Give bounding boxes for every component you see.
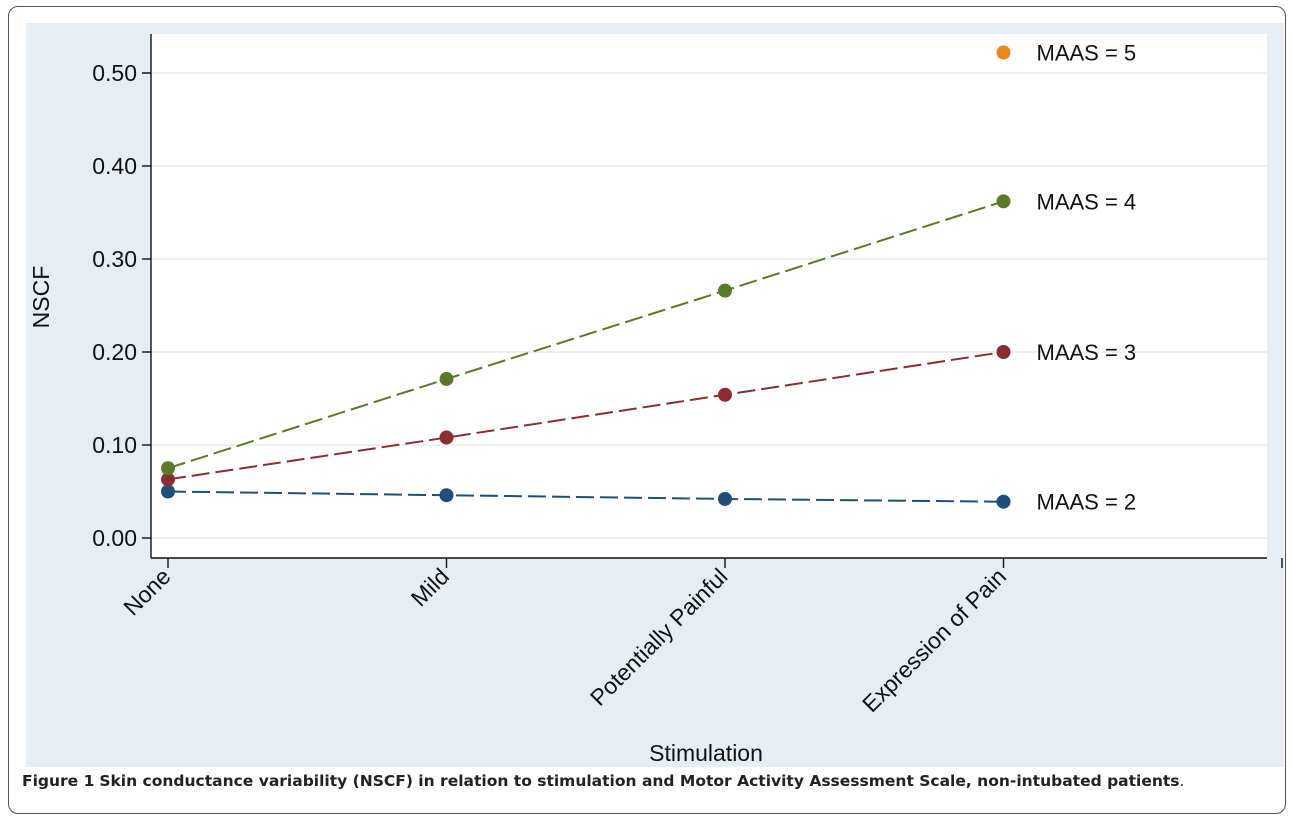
x-axis-label: Stimulation (649, 740, 763, 766)
data-point (161, 484, 175, 499)
y-tick-label: 0.50 (92, 60, 137, 86)
y-axis-label: NSCF (28, 266, 54, 329)
data-point (161, 461, 175, 476)
data-point (718, 491, 732, 506)
data-point (718, 283, 732, 298)
figure-caption: Figure 1 Skin conductance variability (N… (22, 772, 1272, 790)
series-label: MAAS = 2 (1037, 490, 1137, 515)
y-tick-label: 0.20 (92, 339, 137, 365)
series-label: MAAS = 5 (1037, 41, 1137, 66)
data-point (439, 488, 454, 503)
series-line (167, 490, 1004, 503)
figure-panel: 0.00 0.10 0.20 0.30 0.40 0.50 None Mild Potentia… (8, 6, 1286, 814)
data-point (718, 387, 732, 402)
data-point (439, 430, 454, 445)
series-label: MAAS = 4 (1037, 189, 1137, 214)
y-tick-label: 0.30 (92, 246, 137, 272)
y-tick-label: 0.10 (92, 432, 137, 458)
caption-text: Skin conductance variability (NSCF) in r… (99, 772, 1180, 790)
data-point (996, 194, 1011, 209)
data-point (996, 45, 1011, 60)
data-point (439, 371, 454, 386)
caption-label: Figure 1 (22, 772, 95, 790)
caption-period: . (1179, 772, 1185, 790)
series-line (167, 351, 1004, 481)
y-tick-label: 0.40 (92, 153, 137, 179)
series-label: MAAS = 3 (1037, 340, 1137, 365)
series-line (167, 200, 1004, 470)
y-tick-label: 0.00 (92, 525, 137, 551)
data-point (996, 494, 1011, 509)
data-point (161, 472, 175, 487)
data-point (996, 345, 1011, 359)
